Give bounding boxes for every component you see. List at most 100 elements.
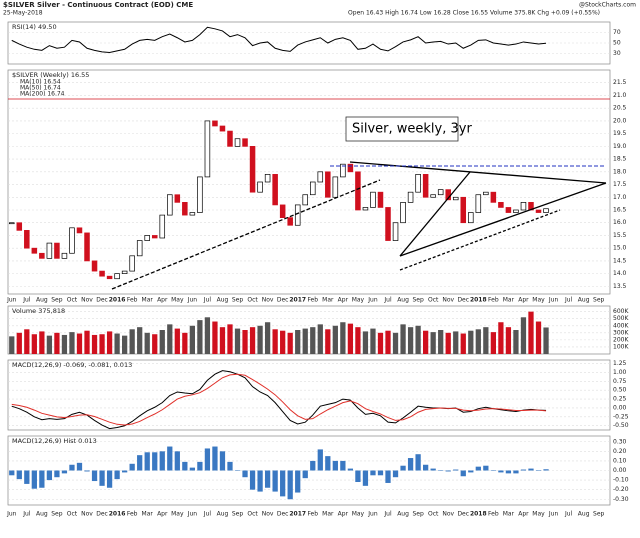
- bar: [498, 322, 504, 354]
- x-tick-label: Dec: [457, 511, 469, 518]
- legend-entry: MA(10) 16.54: [20, 79, 61, 86]
- candle: [106, 275, 113, 280]
- candle: [340, 163, 346, 178]
- candle: [99, 270, 105, 277]
- bar: [54, 470, 60, 478]
- bar: [61, 334, 68, 354]
- x-tick-label: Dec: [277, 297, 289, 304]
- bar: [76, 333, 83, 354]
- annotation: Silver, weekly, 3yr: [345, 116, 472, 142]
- bar: [370, 328, 376, 354]
- x-tick-label: Mar: [142, 511, 154, 518]
- trendline: [399, 209, 561, 271]
- x-tick-label: Jul: [383, 511, 392, 518]
- bar: [370, 470, 376, 476]
- y-tick-label: 16.5: [613, 207, 627, 214]
- candle: [257, 181, 263, 193]
- candle: [159, 214, 166, 239]
- x-tick-label: Jun: [6, 297, 17, 304]
- bar: [468, 330, 474, 354]
- bar: [505, 327, 512, 354]
- y-tick-label: 21.0: [613, 92, 627, 99]
- y-tick-label: -0.20: [613, 486, 629, 493]
- bar: [234, 328, 241, 354]
- bar: [520, 317, 527, 354]
- candle: [452, 196, 459, 201]
- candle: [437, 189, 444, 196]
- candle: [84, 232, 90, 262]
- x-tick-label: Oct: [428, 511, 439, 518]
- y-tick-label: 17.5: [613, 181, 627, 188]
- bar: [280, 470, 286, 497]
- x-tick-label: Aug: [397, 297, 409, 304]
- x-tick-label: Jun: [367, 511, 378, 518]
- bar: [69, 332, 75, 354]
- bar: [490, 332, 496, 354]
- candle: [385, 207, 391, 241]
- bar: [423, 464, 429, 471]
- date: 25-May-2018: [3, 10, 43, 17]
- candle: [355, 171, 361, 211]
- bar: [249, 327, 256, 354]
- annotation-box: [345, 116, 459, 142]
- x-tick-label: Aug: [217, 297, 229, 304]
- bar: [152, 334, 158, 354]
- x-tick-label: Nov: [81, 511, 93, 518]
- x-tick-label: Oct: [67, 511, 78, 518]
- bar: [302, 470, 308, 479]
- x-tick-label: Mar: [142, 297, 154, 304]
- candle: [498, 202, 504, 208]
- bar: [182, 332, 188, 354]
- y-tick-label: 21.5: [613, 79, 627, 86]
- candle: [249, 146, 256, 193]
- x-tick-label: Jul: [203, 511, 212, 518]
- candle: [197, 176, 203, 213]
- bar: [423, 330, 429, 354]
- panel: [7, 359, 611, 431]
- bar: [84, 330, 90, 354]
- x-tick-label: Feb: [127, 297, 138, 304]
- bar: [219, 451, 226, 471]
- legend-entry: MA(50) 16.74: [20, 85, 61, 92]
- x-tick-label: Apr: [157, 297, 168, 304]
- bar: [445, 470, 451, 472]
- quote: Open 16.43 High 16.74 Low 16.28 Close 16…: [348, 10, 600, 17]
- bar: [242, 470, 248, 478]
- bar: [24, 470, 30, 484]
- trendlines: [8, 98, 610, 290]
- candle: [54, 242, 60, 259]
- candle: [332, 176, 339, 198]
- y-tick-label: 0.25: [613, 396, 627, 403]
- trendline: [399, 171, 471, 257]
- annotation-text: Silver, weekly, 3yr: [352, 122, 472, 137]
- y-tick-label: -0.25: [613, 413, 629, 420]
- bar: [272, 470, 278, 492]
- bar: [400, 324, 406, 354]
- bar: [377, 470, 384, 476]
- bar: [159, 451, 165, 471]
- x-tick-label: May: [532, 511, 545, 518]
- y-tick-label: 0.20: [613, 448, 627, 455]
- x-tick-label: May: [171, 297, 184, 304]
- x-tick-label: Nov: [262, 297, 274, 304]
- bar: [415, 454, 421, 471]
- y-tick-label: -0.10: [613, 477, 629, 484]
- bar: [106, 470, 113, 488]
- y-tick-label: 300K: [613, 329, 629, 336]
- candle: [227, 130, 233, 147]
- bar: [325, 329, 331, 354]
- candle: [483, 191, 489, 196]
- bar: [272, 329, 278, 354]
- x-tick-label: Aug: [397, 511, 409, 518]
- candle: [415, 174, 421, 193]
- bar: [505, 470, 512, 474]
- bar: [295, 330, 301, 354]
- candle: [325, 171, 331, 198]
- source: @StockCharts.com: [579, 2, 636, 9]
- bar: [174, 451, 180, 471]
- candle: [91, 260, 98, 272]
- bar: [91, 334, 98, 354]
- bar: [407, 327, 414, 354]
- bar: [317, 449, 323, 471]
- y-tick-label: 14.0: [613, 270, 627, 277]
